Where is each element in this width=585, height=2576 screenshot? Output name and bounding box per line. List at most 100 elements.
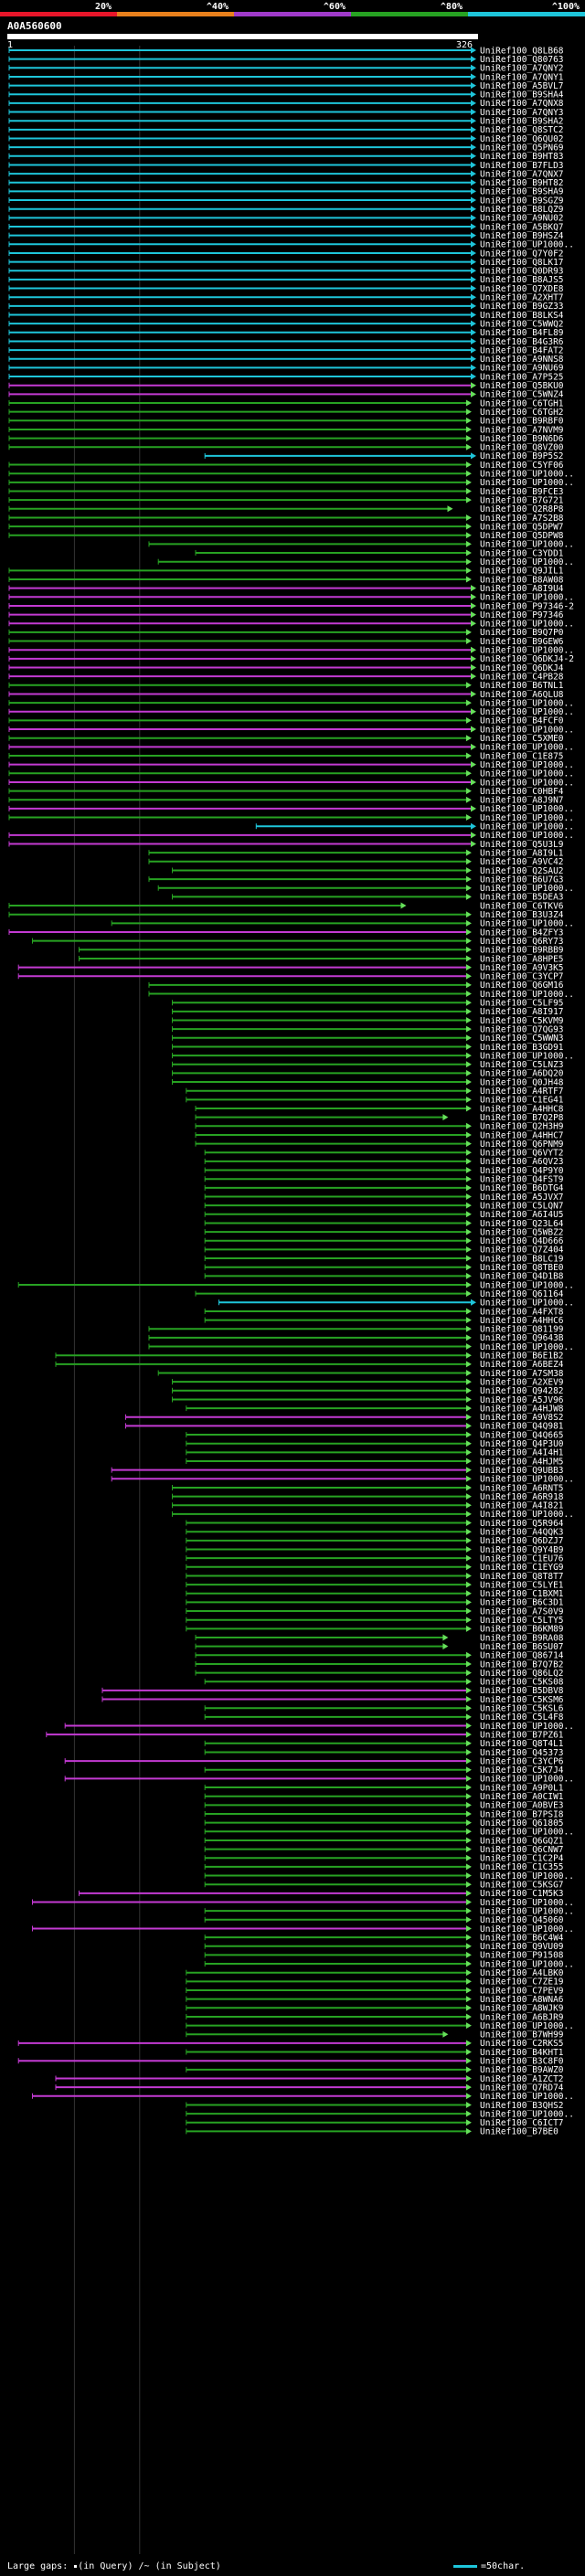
hit-label[interactable]: UniRef100_UP1000.. [480, 1924, 574, 1935]
hit-label[interactable]: UniRef100_B9N6D6 [480, 434, 564, 444]
hit-label[interactable]: UniRef100_B7Q7B2 [480, 1659, 564, 1670]
hit-label[interactable]: UniRef100_UP1000.. [480, 478, 574, 488]
hit-label[interactable]: UniRef100_A8HPE5 [480, 954, 564, 964]
hit-label[interactable]: UniRef100_B3U3Z4 [480, 910, 564, 920]
hit-label[interactable]: UniRef100_Q5DPW8 [480, 531, 564, 541]
hit-label[interactable]: UniRef100_UP1000.. [480, 2021, 574, 2031]
hit-label[interactable]: UniRef100_UP1000.. [480, 470, 574, 480]
hit-label[interactable]: UniRef100_B7WH99 [480, 2030, 564, 2041]
hit-label[interactable]: UniRef100_C1EYG9 [480, 1563, 564, 1573]
hit-label[interactable]: UniRef100_Q8STC2 [480, 125, 564, 135]
hit-label[interactable]: UniRef100_A7SM38 [480, 1369, 564, 1379]
hit-label[interactable]: UniRef100_Q7QG93 [480, 1024, 564, 1034]
hit-label[interactable]: UniRef100_B6DTG4 [480, 1183, 564, 1193]
hit-label[interactable]: UniRef100_A4HHC7 [480, 1130, 564, 1140]
hit-label[interactable]: UniRef100_C7PEV9 [480, 1986, 564, 1996]
hit-label[interactable]: UniRef100_A7QNY3 [480, 108, 564, 118]
hit-label[interactable]: UniRef100_Q7Z404 [480, 1246, 564, 1256]
hit-label[interactable]: UniRef100_B4FCF0 [480, 716, 564, 726]
hit-label[interactable]: UniRef100_B9P5S2 [480, 451, 564, 461]
hit-label[interactable]: UniRef100_Q8TBE0 [480, 1263, 564, 1273]
hit-label[interactable]: UniRef100_UP1000.. [480, 1906, 574, 1916]
hit-label[interactable]: UniRef100_C5WWN3 [480, 1034, 564, 1044]
hit-label[interactable]: UniRef100_Q2SAU2 [480, 866, 564, 876]
hit-label[interactable]: UniRef100_A4FXT8 [480, 1307, 564, 1317]
hit-label[interactable]: UniRef100_B4KHT1 [480, 2048, 564, 2058]
hit-label[interactable]: UniRef100_UP1000.. [480, 743, 574, 753]
hit-label[interactable]: UniRef100_C1EG41 [480, 1096, 564, 1106]
hit-label[interactable]: UniRef100_C5XME0 [480, 734, 564, 744]
hit-label[interactable]: UniRef100_A7QNX8 [480, 99, 564, 109]
hit-label[interactable]: UniRef100_UP1000.. [480, 1775, 574, 1785]
hit-label[interactable]: UniRef100_A9NNS8 [480, 355, 564, 365]
hit-label[interactable]: UniRef100_A6QLU8 [480, 690, 564, 700]
hit-label[interactable]: UniRef100_C3YCP6 [480, 1756, 564, 1766]
hit-label[interactable]: UniRef100_UP1000.. [480, 2109, 574, 2119]
hit-label[interactable]: UniRef100_Q94282 [480, 1386, 564, 1396]
hit-label[interactable]: UniRef100_Q4P9Y0 [480, 1166, 564, 1176]
hit-label[interactable]: UniRef100_UP1000.. [480, 620, 574, 630]
hit-label[interactable]: UniRef100_UP1000.. [480, 831, 574, 841]
hit-label[interactable]: UniRef100_B5DBV8 [480, 1686, 564, 1696]
hit-label[interactable]: UniRef100_B8LC19 [480, 1254, 564, 1264]
hit-label[interactable]: UniRef100_UP1000.. [480, 1280, 574, 1290]
hit-label[interactable]: UniRef100_B9SHA4 [480, 90, 564, 101]
hit-label[interactable]: UniRef100_B9SGZ9 [480, 196, 564, 206]
hit-label[interactable]: UniRef100_Q6GQZ1 [480, 1836, 564, 1846]
hit-label[interactable]: UniRef100_Q8T4L1 [480, 1739, 564, 1749]
hit-label[interactable]: UniRef100_A4I4H1 [480, 1448, 564, 1458]
hit-label[interactable]: UniRef100_B6TNL1 [480, 681, 564, 691]
hit-label[interactable]: UniRef100_C5WWQ2 [480, 319, 564, 329]
hit-label[interactable]: UniRef100_C5L4F8 [480, 1712, 564, 1723]
hit-label[interactable]: UniRef100_C5YF06 [480, 461, 564, 471]
hit-label[interactable]: UniRef100_Q6RY73 [480, 937, 564, 947]
hit-label[interactable]: UniRef100_C1C2P4 [480, 1854, 564, 1864]
hit-label[interactable]: UniRef100_UP1000.. [480, 240, 574, 250]
hit-label[interactable]: UniRef100_C5LYE1 [480, 1580, 564, 1590]
hit-label[interactable]: UniRef100_UP1000.. [480, 804, 574, 814]
hit-label[interactable]: UniRef100_A0BVE3 [480, 1801, 564, 1811]
hit-label[interactable]: UniRef100_Q5DPW7 [480, 522, 564, 532]
hit-label[interactable]: UniRef100_UP1000.. [480, 593, 574, 603]
hit-label[interactable]: UniRef100_Q6CNW7 [480, 1845, 564, 1855]
hit-label[interactable]: UniRef100_Q7XDE8 [480, 284, 564, 294]
hit-label[interactable]: UniRef100_C5KSL6 [480, 1704, 564, 1714]
hit-label[interactable]: UniRef100_B6E1B2 [480, 1352, 564, 1362]
hit-label[interactable]: UniRef100_B9GZ33 [480, 302, 564, 312]
hit-label[interactable]: UniRef100_C5LTY5 [480, 1616, 564, 1626]
hit-label[interactable]: UniRef100_C5K7J4 [480, 1765, 564, 1776]
hit-label[interactable]: UniRef100_Q5WBZ2 [480, 1227, 564, 1237]
hit-label[interactable]: UniRef100_C1EU76 [480, 1553, 564, 1564]
hit-label[interactable]: UniRef100_Q6DKJ4-2 [480, 654, 574, 664]
hit-label[interactable]: UniRef100_UP1000.. [480, 540, 574, 550]
hit-label[interactable]: UniRef100_C7ZE19 [480, 1977, 564, 1988]
hit-label[interactable]: UniRef100_B6C3D1 [480, 1598, 564, 1608]
hit-label[interactable]: UniRef100_A5JV96 [480, 1395, 564, 1405]
hit-label[interactable]: UniRef100_Q6PNM9 [480, 1140, 564, 1150]
hit-label[interactable]: UniRef100_Q7RD74 [480, 2083, 564, 2093]
hit-label[interactable]: UniRef100_B8LKS4 [480, 311, 564, 321]
hit-label[interactable]: UniRef100_B4G3R6 [480, 337, 564, 347]
hit-label[interactable]: UniRef100_UP1000.. [480, 822, 574, 832]
hit-label[interactable]: UniRef100_C1E875 [480, 751, 564, 761]
hit-label[interactable]: UniRef100_UP1000.. [480, 760, 574, 770]
hit-label[interactable]: UniRef100_Q7Y0F2 [480, 249, 564, 259]
hit-label[interactable]: UniRef100_B9SHA9 [480, 187, 564, 197]
hit-label[interactable]: UniRef100_UP1000.. [480, 1475, 574, 1485]
hit-label[interactable]: UniRef100_Q2R8P8 [480, 504, 564, 514]
hit-label[interactable]: UniRef100_UP1000.. [480, 646, 574, 656]
hit-label[interactable]: UniRef100_A2XEV9 [480, 1377, 564, 1387]
hit-label[interactable]: UniRef100_Q23L64 [480, 1219, 564, 1229]
hit-label[interactable]: UniRef100_UP1000.. [480, 1342, 574, 1352]
hit-label[interactable]: UniRef100_B9FCE3 [480, 487, 564, 497]
hit-label[interactable]: UniRef100_UP1000.. [480, 557, 574, 567]
hit-label[interactable]: UniRef100_Q86LQ2 [480, 1669, 564, 1679]
hit-label[interactable]: UniRef100_A9V3K5 [480, 963, 564, 973]
hit-label[interactable]: UniRef100_Q4FST9 [480, 1175, 564, 1185]
hit-label[interactable]: UniRef100_B9RBF0 [480, 417, 564, 427]
hit-label[interactable]: UniRef100_C3YCP7 [480, 972, 564, 982]
hit-label[interactable]: UniRef100_Q8LB68 [480, 46, 564, 56]
hit-label[interactable]: UniRef100_UP1000.. [480, 884, 574, 894]
hit-label[interactable]: UniRef100_A7NVM9 [480, 425, 564, 435]
hit-label[interactable]: UniRef100_Q45373 [480, 1748, 564, 1758]
